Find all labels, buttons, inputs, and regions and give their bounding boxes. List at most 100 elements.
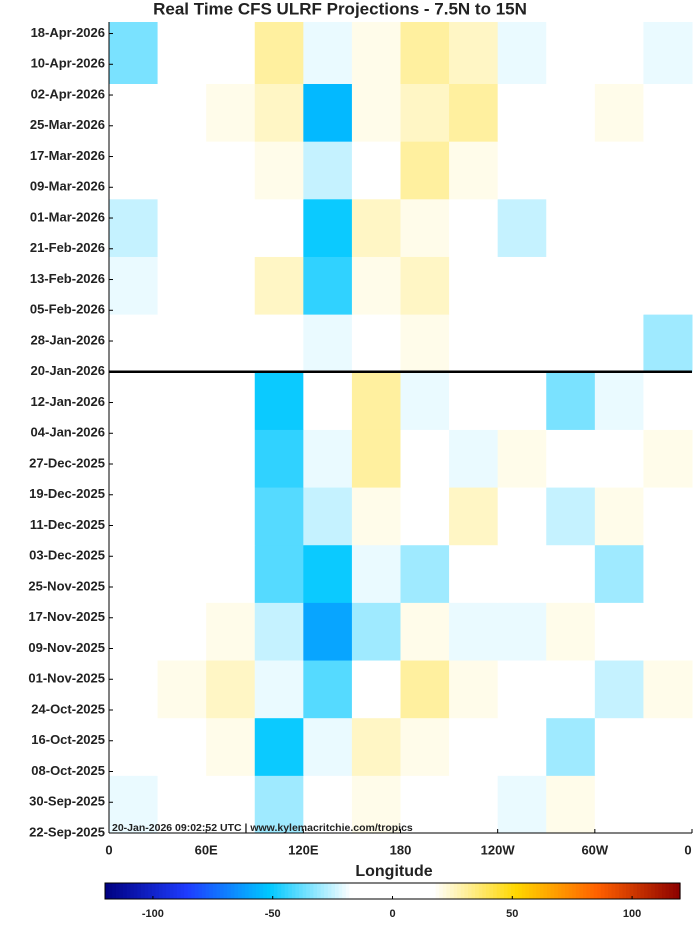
colorbar-swatch bbox=[335, 883, 340, 899]
y-tick-label: 25-Nov-2025 bbox=[28, 578, 105, 593]
y-tick-label: 22-Sep-2025 bbox=[29, 824, 105, 839]
colorbar-swatch bbox=[306, 883, 311, 899]
x-tick-label: 120W bbox=[481, 842, 516, 857]
colorbar-swatch bbox=[342, 883, 347, 899]
heatmap-cell bbox=[643, 141, 693, 200]
heatmap-cell bbox=[546, 660, 596, 719]
colorbar-tick-label: 100 bbox=[623, 908, 641, 920]
colorbar-swatch bbox=[672, 883, 678, 899]
heatmap-cell bbox=[497, 544, 547, 603]
colorbar-swatch bbox=[216, 883, 221, 899]
heatmap-cell bbox=[254, 429, 304, 488]
heatmap-cell bbox=[351, 22, 401, 84]
colorbar-swatch bbox=[241, 883, 246, 899]
y-tick-label: 09-Nov-2025 bbox=[28, 640, 105, 655]
colorbar-swatch bbox=[435, 883, 440, 899]
heatmap-cell bbox=[109, 717, 159, 776]
heatmap-cell bbox=[303, 429, 353, 488]
colorbar-swatch bbox=[133, 883, 138, 899]
colorbar-swatch bbox=[291, 883, 297, 899]
colorbar-swatch bbox=[525, 883, 530, 899]
y-tick-label: 20-Jan-2026 bbox=[31, 363, 105, 378]
colorbar-swatch bbox=[345, 883, 350, 899]
heatmap-cell bbox=[643, 775, 693, 834]
colorbar-swatch bbox=[176, 883, 182, 899]
heatmap-cell bbox=[303, 487, 353, 546]
colorbar-swatch bbox=[500, 883, 505, 899]
heatmap-cell bbox=[546, 141, 596, 200]
heatmap-cell bbox=[303, 198, 353, 257]
x-tick-label: 120E bbox=[288, 842, 319, 857]
colorbar-swatch bbox=[148, 883, 153, 899]
colorbar-swatch bbox=[155, 883, 160, 899]
colorbar-swatch bbox=[108, 883, 113, 899]
heatmap-cell bbox=[157, 544, 207, 603]
colorbar-swatch bbox=[478, 883, 483, 899]
heatmap-cell bbox=[206, 22, 256, 84]
colorbar-swatch bbox=[676, 883, 681, 899]
colorbar-swatch bbox=[464, 883, 469, 899]
heatmap-cell bbox=[254, 22, 304, 84]
heatmap-cell bbox=[400, 256, 450, 315]
colorbar-swatch bbox=[230, 883, 235, 899]
colorbar-swatch bbox=[277, 883, 282, 899]
y-tick-label: 19-Dec-2025 bbox=[29, 486, 105, 501]
heatmap-cell bbox=[546, 775, 596, 834]
colorbar-swatch bbox=[514, 883, 519, 899]
heatmap-cell bbox=[303, 371, 353, 430]
heatmap-cell bbox=[303, 544, 353, 603]
colorbar-swatch bbox=[532, 883, 537, 899]
colorbar-swatch bbox=[406, 883, 412, 899]
colorbar-swatch bbox=[428, 883, 433, 899]
heatmap-cell bbox=[594, 83, 644, 142]
heatmap-cell bbox=[497, 660, 547, 719]
colorbar-swatch bbox=[194, 883, 200, 899]
heatmap-cell bbox=[497, 256, 547, 315]
heatmap-cell bbox=[497, 141, 547, 200]
heatmap-cell bbox=[351, 602, 401, 661]
colorbar-swatch bbox=[392, 883, 397, 899]
heatmap-cell bbox=[449, 487, 499, 546]
x-tick-label: 0 bbox=[684, 842, 691, 857]
heatmap-cell bbox=[546, 717, 596, 776]
heatmap-cell bbox=[497, 717, 547, 776]
colorbar-swatch bbox=[665, 883, 670, 899]
colorbar-swatch bbox=[503, 883, 509, 899]
heatmap-cell bbox=[254, 141, 304, 200]
colorbar-swatch bbox=[309, 883, 315, 899]
heatmap-cell bbox=[449, 429, 499, 488]
colorbar-swatch bbox=[255, 883, 261, 899]
heatmap-cell bbox=[109, 775, 159, 834]
x-tick-label: 60W bbox=[581, 842, 608, 857]
heatmap-cell bbox=[351, 198, 401, 257]
heatmap-cell bbox=[594, 141, 644, 200]
heatmap-cell bbox=[643, 22, 693, 84]
x-tick-label: 180 bbox=[390, 842, 412, 857]
heatmap-cell bbox=[254, 717, 304, 776]
heatmap-cell bbox=[351, 314, 401, 373]
colorbar-swatch bbox=[629, 883, 634, 899]
y-tick-label: 27-Dec-2025 bbox=[29, 455, 105, 470]
heatmap-cell bbox=[351, 256, 401, 315]
heatmap-cell bbox=[643, 371, 693, 430]
heatmap-cell bbox=[254, 775, 304, 834]
colorbar-swatch bbox=[356, 883, 361, 899]
colorbar-swatch bbox=[338, 883, 343, 899]
heatmap-cell bbox=[351, 775, 401, 834]
colorbar-swatch bbox=[626, 883, 631, 899]
heatmap-cell bbox=[643, 256, 693, 315]
heatmap-cell bbox=[400, 429, 450, 488]
heatmap-cell bbox=[303, 775, 353, 834]
heatmap-cell bbox=[206, 660, 256, 719]
colorbar-swatch bbox=[245, 883, 250, 899]
y-tick-label: 21-Feb-2026 bbox=[30, 240, 105, 255]
colorbar-swatch bbox=[417, 883, 422, 899]
heatmap-cell bbox=[594, 775, 644, 834]
colorbar-tick-label: 50 bbox=[506, 908, 518, 920]
heatmap-cell bbox=[157, 198, 207, 257]
heatmap-cell bbox=[303, 660, 353, 719]
colorbar-swatch bbox=[450, 883, 455, 899]
y-tick-label: 01-Nov-2025 bbox=[28, 671, 105, 686]
heatmap-cell bbox=[400, 544, 450, 603]
